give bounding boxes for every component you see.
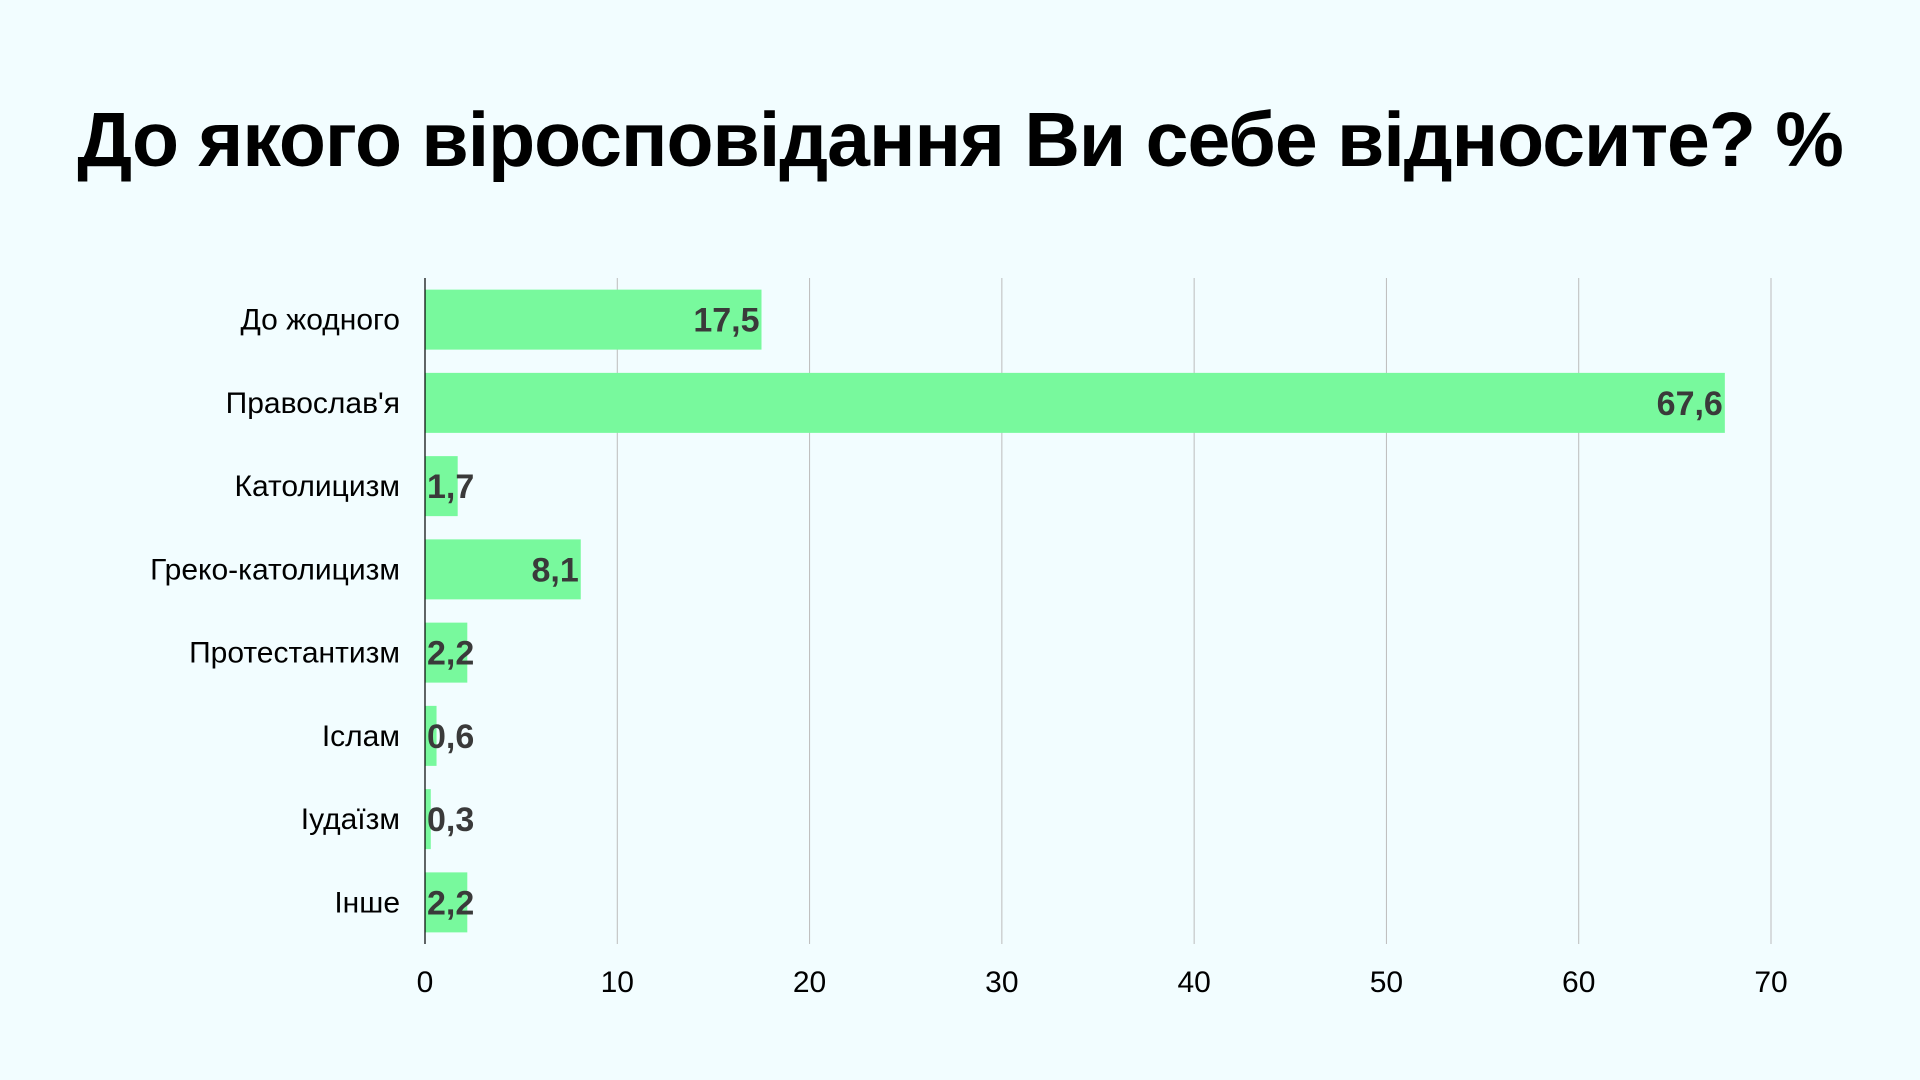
x-tick-label: 50 bbox=[1370, 966, 1403, 999]
category-label: Католицизм bbox=[234, 470, 400, 503]
x-tick-label: 0 bbox=[417, 966, 434, 999]
bar bbox=[425, 539, 581, 600]
x-tick-label: 20 bbox=[793, 966, 826, 999]
data-label: 1,7 bbox=[427, 468, 474, 506]
bar bbox=[425, 456, 458, 517]
bar bbox=[425, 705, 437, 766]
bar bbox=[425, 872, 468, 933]
x-tick-label: 30 bbox=[985, 966, 1018, 999]
category-label: Греко-католицизм bbox=[150, 553, 400, 586]
bar bbox=[425, 622, 468, 683]
category-label: Інше bbox=[334, 886, 400, 919]
chart-title: До якого віросповідання Ви себе відносит… bbox=[77, 97, 1844, 183]
x-tick-label: 40 bbox=[1177, 966, 1210, 999]
data-label: 17,5 bbox=[693, 302, 759, 340]
data-label: 0,6 bbox=[427, 718, 474, 756]
category-label: Протестантизм bbox=[189, 637, 400, 670]
data-label: 67,6 bbox=[1657, 385, 1723, 423]
label-layer: 0 10 20 30 40 50 60 70 До жодного 17,5 Православ'я… bbox=[150, 302, 1788, 999]
data-label: 2,2 bbox=[427, 635, 474, 673]
x-tick-label: 60 bbox=[1562, 966, 1595, 999]
category-label: Іслам bbox=[322, 720, 400, 753]
x-tick-label: 10 bbox=[601, 966, 634, 999]
category-label: До жодного bbox=[241, 304, 401, 337]
category-label: Іудаїзм bbox=[301, 803, 400, 836]
bar-layer bbox=[425, 289, 1725, 933]
category-label: Православ'я bbox=[226, 387, 400, 420]
x-tick-label: 70 bbox=[1754, 966, 1787, 999]
bar bbox=[425, 372, 1725, 433]
data-label: 2,2 bbox=[427, 884, 474, 922]
data-label: 0,3 bbox=[427, 801, 474, 839]
bar bbox=[425, 289, 762, 350]
data-label: 8,1 bbox=[531, 551, 578, 589]
bar bbox=[425, 789, 431, 850]
